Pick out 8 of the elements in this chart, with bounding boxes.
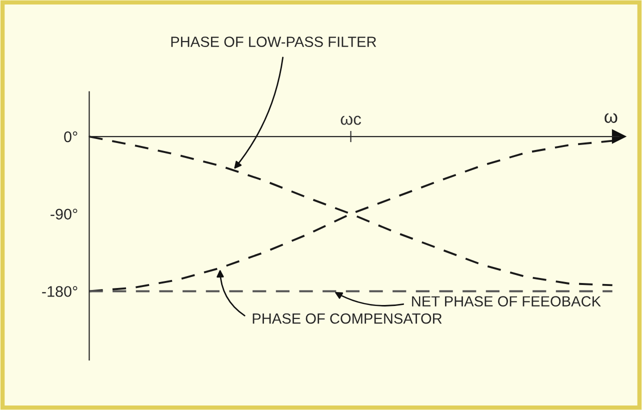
y-tick-label: -90° — [50, 208, 78, 220]
annotation: PHASE OF COMPENSATOR — [252, 313, 442, 324]
annotation: NET PHASE OF FEEOBACK — [412, 296, 601, 306]
y-tick-label: -180° — [42, 286, 78, 297]
y-tick-label: 0° — [64, 131, 78, 142]
x-tick-label: ωc — [340, 116, 362, 125]
x-axis-title: ω — [604, 113, 618, 123]
text: PHASE OF LOW-PASS FILTER — [171, 36, 376, 47]
